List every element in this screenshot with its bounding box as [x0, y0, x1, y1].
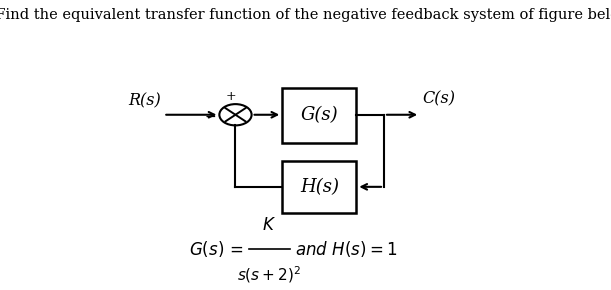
FancyBboxPatch shape — [282, 88, 356, 143]
Text: $and\ H(s) = 1$: $and\ H(s) = 1$ — [295, 239, 397, 259]
Text: −: − — [204, 110, 216, 124]
Text: 1. Find the equivalent transfer function of the negative feedback system of figu: 1. Find the equivalent transfer function… — [0, 8, 611, 22]
Text: R(s): R(s) — [128, 92, 161, 109]
Text: $G(s)\,=$: $G(s)\,=$ — [189, 239, 244, 259]
Text: G(s): G(s) — [301, 106, 338, 124]
Text: $K$: $K$ — [263, 217, 276, 234]
Text: +: + — [225, 90, 236, 103]
FancyBboxPatch shape — [282, 161, 356, 213]
Text: $s(s+2)^2$: $s(s+2)^2$ — [238, 264, 301, 285]
Text: C(s): C(s) — [422, 91, 455, 108]
Text: H(s): H(s) — [300, 178, 338, 196]
